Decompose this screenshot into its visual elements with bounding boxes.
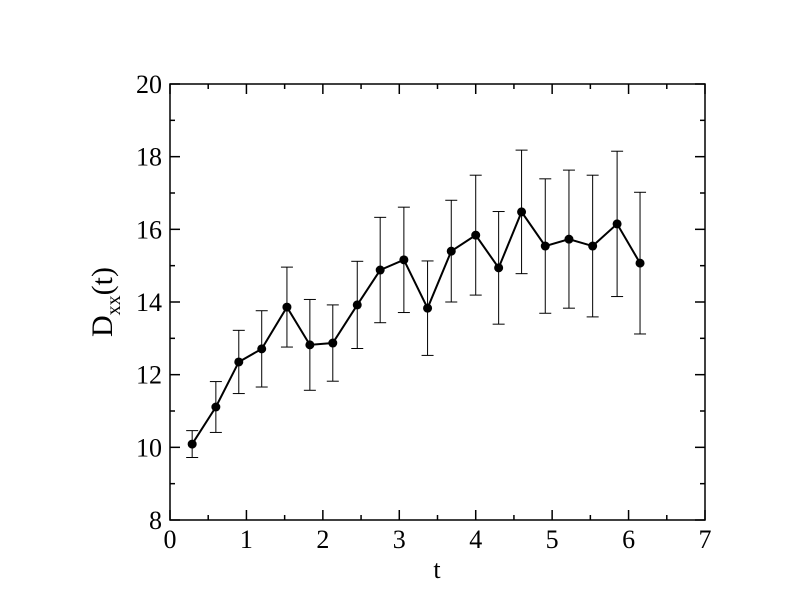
data-point xyxy=(471,230,481,240)
y-tick-label: 8 xyxy=(149,506,162,535)
x-tick-label: 7 xyxy=(699,525,712,554)
data-point xyxy=(257,344,267,354)
data-point xyxy=(352,300,362,310)
y-title-tail: (t) xyxy=(86,267,119,295)
x-tick-label: 4 xyxy=(469,525,482,554)
x-tick-label: 3 xyxy=(393,525,406,554)
data-point xyxy=(375,265,385,275)
data-point xyxy=(612,219,622,229)
y-tick-label: 12 xyxy=(136,361,162,390)
data-point xyxy=(423,303,433,313)
data-point xyxy=(588,241,598,251)
data-point xyxy=(282,302,292,312)
x-tick-label: 5 xyxy=(546,525,559,554)
x-tick-label: 2 xyxy=(316,525,329,554)
y-title-main: D xyxy=(86,315,119,337)
data-point xyxy=(328,338,338,348)
y-tick-label: 10 xyxy=(136,433,162,462)
y-tick-label: 18 xyxy=(136,143,162,172)
data-point xyxy=(564,234,574,244)
data-point xyxy=(234,357,244,367)
y-tick-label: 20 xyxy=(136,70,162,99)
x-axis-title: t xyxy=(433,555,441,584)
data-point xyxy=(446,246,456,256)
y-tick-label: 14 xyxy=(136,288,162,317)
plot-frame xyxy=(169,83,706,521)
y-tick-label: 16 xyxy=(136,215,162,244)
data-point xyxy=(305,340,315,350)
data-point xyxy=(540,241,550,251)
data-point xyxy=(494,263,504,273)
data-point xyxy=(187,439,197,449)
data-point xyxy=(399,255,409,265)
x-tick-label: 1 xyxy=(240,525,253,554)
x-tick-label: 0 xyxy=(164,525,177,554)
data-point xyxy=(517,207,527,217)
series-line xyxy=(191,209,641,445)
y-title-sub: xx xyxy=(103,295,125,315)
y-axis-title: Dxx(t) xyxy=(86,267,125,337)
x-tick-label: 6 xyxy=(622,525,635,554)
data-point xyxy=(635,258,645,268)
data-point xyxy=(211,402,221,412)
